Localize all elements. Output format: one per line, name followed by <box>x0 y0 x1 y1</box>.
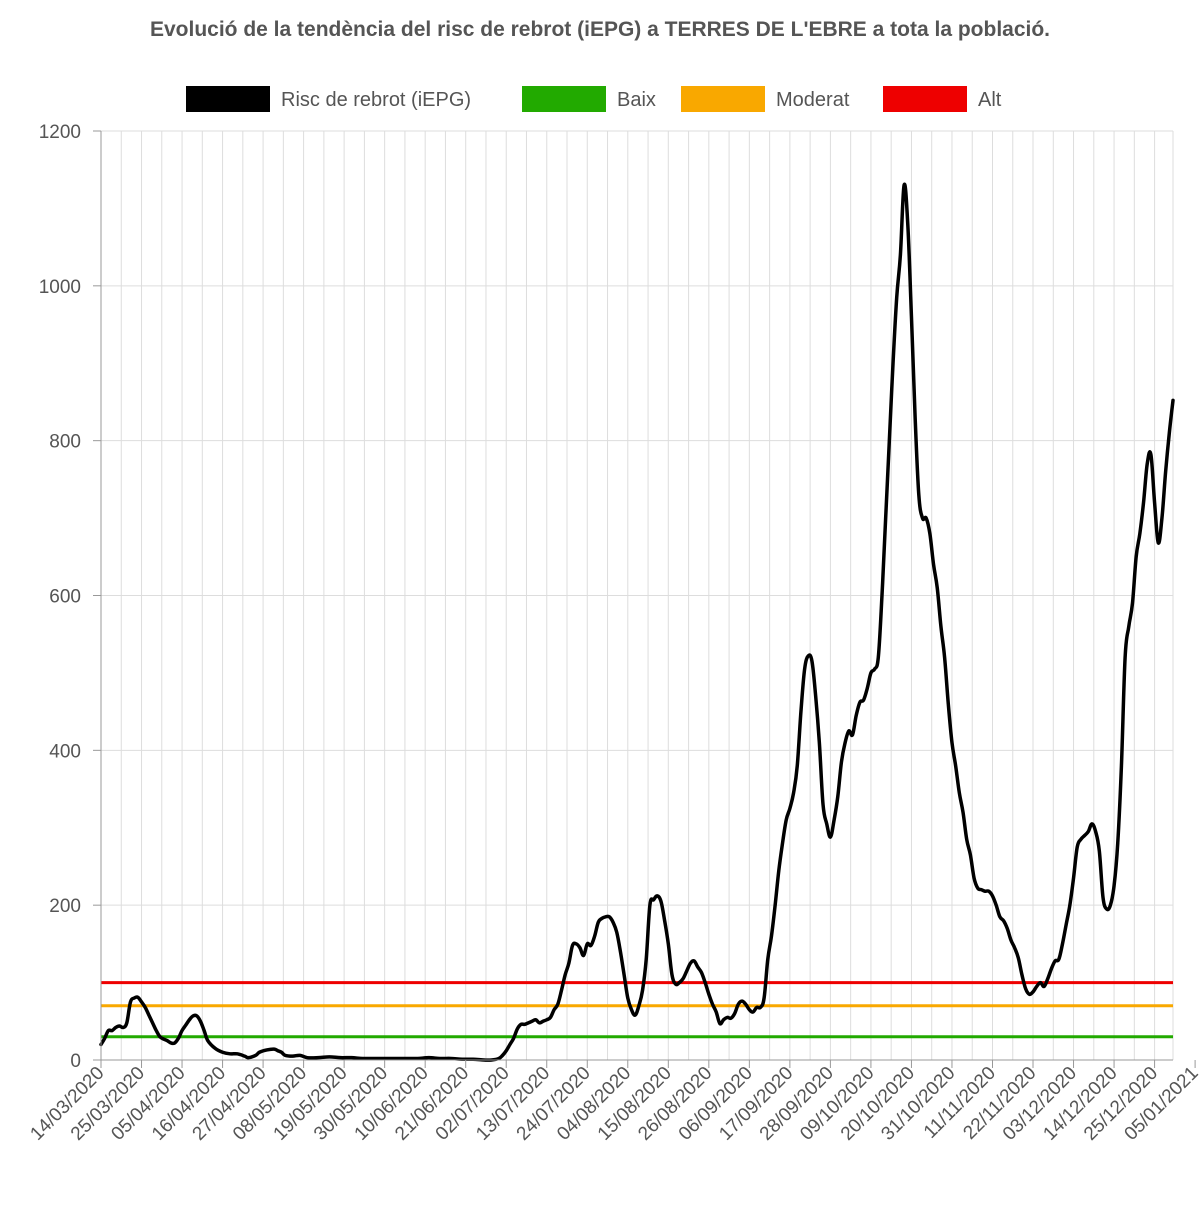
legend-item[interactable]: Moderat <box>681 86 850 112</box>
y-tick-label: 200 <box>49 896 81 917</box>
legend-label: Risc de rebrot (iEPG) <box>281 89 471 111</box>
threshold-layer <box>101 981 1173 1039</box>
legend-item[interactable]: Baix <box>522 86 656 112</box>
legend-swatch <box>522 86 606 112</box>
legend-layer: Risc de rebrot (iEPG) Baix Moderat Alt <box>186 86 1002 112</box>
y-tick-label: 1200 <box>39 122 81 143</box>
y-tick-label: 0 <box>70 1051 81 1072</box>
series-line-risc-de-rebrot <box>99 182 1175 1062</box>
legend-item[interactable]: Risc de rebrot (iEPG) <box>186 86 471 112</box>
legend-swatch <box>883 86 967 112</box>
series-layer <box>99 182 1175 1062</box>
legend-swatch <box>186 86 270 112</box>
grid-layer <box>100 130 1174 1061</box>
y-tick-label: 1000 <box>39 277 81 298</box>
y-tick-label: 400 <box>49 741 81 762</box>
legend-swatch <box>681 86 765 112</box>
legend-label: Baix <box>617 89 656 111</box>
legend-label: Moderat <box>776 89 850 111</box>
chart-title: Evolució de la tendència del risc de reb… <box>149 18 1051 41</box>
y-tick-label: 800 <box>49 432 81 453</box>
legend-label: Alt <box>978 89 1002 111</box>
legend-item[interactable]: Alt <box>883 86 1002 112</box>
y-tick-label: 600 <box>49 587 81 608</box>
